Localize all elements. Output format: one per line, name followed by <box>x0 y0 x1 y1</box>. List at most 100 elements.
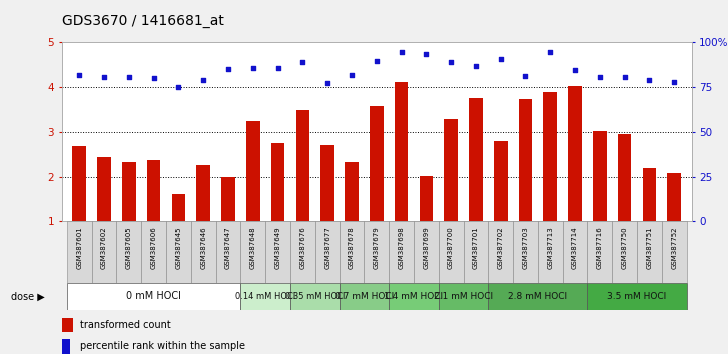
Bar <box>141 221 166 283</box>
Point <box>371 58 383 64</box>
Bar <box>98 157 111 221</box>
Text: dose ▶: dose ▶ <box>11 291 44 302</box>
Bar <box>389 283 439 310</box>
Bar <box>389 221 414 283</box>
Text: 0.7 mM HOCl: 0.7 mM HOCl <box>335 292 394 301</box>
Text: GSM387645: GSM387645 <box>175 226 181 269</box>
Point <box>197 77 209 82</box>
Bar <box>67 283 240 310</box>
Text: GDS3670 / 1416681_at: GDS3670 / 1416681_at <box>62 14 223 28</box>
Text: GSM387750: GSM387750 <box>622 226 628 269</box>
Bar <box>197 165 210 221</box>
Bar <box>395 82 408 221</box>
Bar <box>92 221 116 283</box>
Bar <box>290 221 314 283</box>
Bar <box>314 221 339 283</box>
Text: GSM387700: GSM387700 <box>448 226 454 269</box>
Point <box>247 65 258 70</box>
Point <box>222 67 234 72</box>
Bar <box>265 221 290 283</box>
Bar <box>240 221 265 283</box>
Point <box>644 78 655 83</box>
Text: GSM387678: GSM387678 <box>349 226 355 269</box>
Point <box>296 59 308 64</box>
Bar <box>339 283 389 310</box>
Bar <box>637 221 662 283</box>
Point <box>619 74 630 80</box>
Text: GSM387677: GSM387677 <box>324 226 331 269</box>
Bar <box>240 283 290 310</box>
Bar <box>544 92 557 221</box>
Bar <box>488 283 587 310</box>
Bar <box>62 318 74 332</box>
Bar <box>419 176 433 221</box>
Text: GSM387713: GSM387713 <box>547 226 553 269</box>
Text: 2.1 mM HOCl: 2.1 mM HOCl <box>434 292 493 301</box>
Text: GSM387751: GSM387751 <box>646 226 652 269</box>
Text: GSM387698: GSM387698 <box>398 226 405 269</box>
Bar <box>444 119 458 221</box>
Point <box>668 79 680 85</box>
Bar <box>147 160 160 221</box>
Bar <box>271 143 285 221</box>
Bar <box>67 221 92 283</box>
Bar <box>439 283 488 310</box>
Bar <box>569 86 582 221</box>
Text: GSM387647: GSM387647 <box>225 226 231 269</box>
Point <box>470 63 482 69</box>
Point <box>594 74 606 80</box>
Bar <box>172 194 185 221</box>
Bar <box>72 146 86 221</box>
Bar <box>296 110 309 221</box>
Bar <box>612 221 637 283</box>
Bar <box>221 177 235 221</box>
Bar <box>513 221 538 283</box>
Bar <box>469 98 483 221</box>
Bar <box>587 283 687 310</box>
Bar <box>618 134 631 221</box>
Bar <box>320 145 334 221</box>
Point <box>98 74 110 80</box>
Text: percentile rank within the sample: percentile rank within the sample <box>79 341 245 352</box>
Point <box>74 72 85 78</box>
Text: GSM387602: GSM387602 <box>101 226 107 269</box>
Bar <box>339 221 364 283</box>
Bar <box>538 221 563 283</box>
Bar <box>370 107 384 221</box>
Text: GSM387699: GSM387699 <box>423 226 430 269</box>
Point <box>346 72 357 78</box>
Point <box>569 67 581 73</box>
Text: GSM387716: GSM387716 <box>597 226 603 269</box>
Text: GSM387714: GSM387714 <box>572 226 578 269</box>
Text: GSM387649: GSM387649 <box>274 226 280 269</box>
Bar <box>62 339 70 354</box>
Bar <box>662 221 687 283</box>
Text: GSM387606: GSM387606 <box>151 226 157 269</box>
Bar <box>464 221 488 283</box>
Point <box>421 51 432 57</box>
Bar <box>518 99 532 221</box>
Bar <box>593 131 606 221</box>
Point <box>321 80 333 86</box>
Bar <box>122 162 135 221</box>
Bar <box>587 221 612 283</box>
Bar <box>191 221 215 283</box>
Bar <box>494 141 507 221</box>
Bar <box>668 173 681 221</box>
Point <box>545 50 556 55</box>
Point <box>123 74 135 80</box>
Bar <box>215 221 240 283</box>
Text: GSM387701: GSM387701 <box>473 226 479 269</box>
Text: 0.35 mM HOCl: 0.35 mM HOCl <box>285 292 345 301</box>
Bar <box>364 221 389 283</box>
Bar <box>290 283 339 310</box>
Text: GSM387646: GSM387646 <box>200 226 206 269</box>
Text: GSM387703: GSM387703 <box>523 226 529 269</box>
Bar <box>116 221 141 283</box>
Point <box>272 65 283 71</box>
Text: 2.8 mM HOCl: 2.8 mM HOCl <box>508 292 567 301</box>
Point <box>396 50 408 55</box>
Text: GSM387676: GSM387676 <box>299 226 305 269</box>
Text: GSM387679: GSM387679 <box>373 226 380 269</box>
Point <box>495 57 507 62</box>
